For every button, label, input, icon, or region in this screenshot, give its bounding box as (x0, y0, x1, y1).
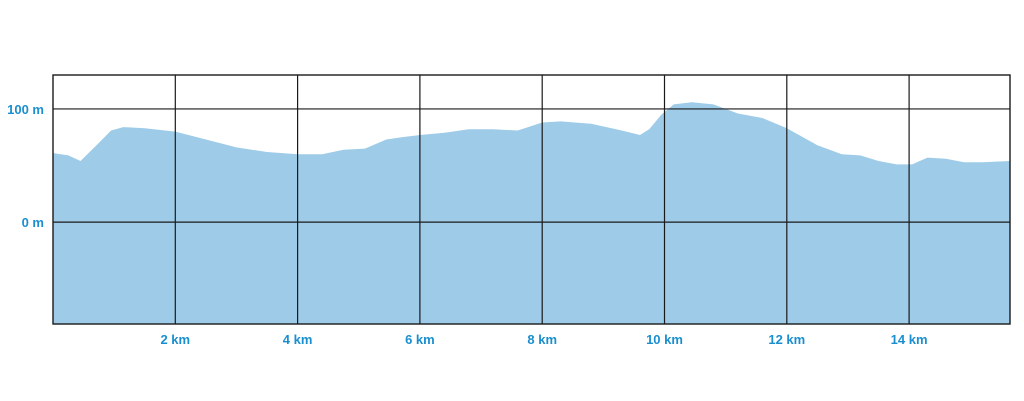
y-tick-label-100: 100 m (7, 102, 44, 117)
x-tick-label-6: 6 km (405, 332, 435, 347)
x-tick-label-14: 14 km (891, 332, 928, 347)
y-tick-label-0: 0 m (22, 215, 44, 230)
elevation-area (53, 102, 1010, 324)
plot-frame (52, 74, 1011, 325)
x-tick-label-2: 2 km (160, 332, 190, 347)
x-tick-label-8: 8 km (527, 332, 557, 347)
x-tick-label-12: 12 km (768, 332, 805, 347)
x-tick-label-4: 4 km (283, 332, 313, 347)
x-tick-label-10: 10 km (646, 332, 683, 347)
